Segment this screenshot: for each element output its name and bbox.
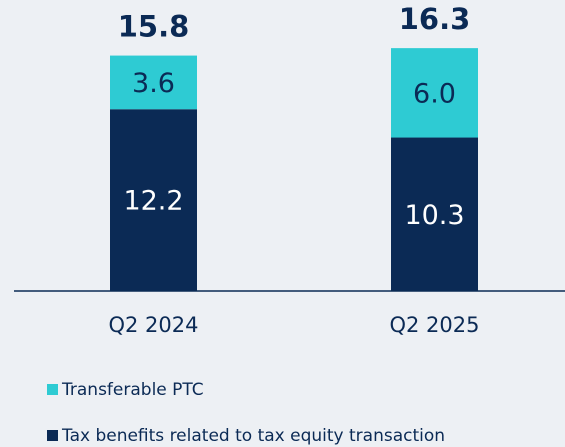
total-label: 15.8 (118, 10, 190, 44)
legend-label: Transferable PTC (61, 380, 204, 400)
x-tick-label: Q2 2025 (389, 313, 479, 337)
value-label: 3.6 (132, 68, 175, 99)
value-label: 10.3 (404, 200, 464, 231)
x-tick-label: Q2 2024 (108, 313, 198, 337)
value-label: 12.2 (123, 186, 183, 217)
legend-swatch (47, 384, 58, 395)
bar-segment (110, 109, 197, 291)
legend-label: Tax benefits related to tax equity trans… (61, 426, 445, 446)
value-label: 6.0 (413, 78, 456, 109)
bar-segment (391, 137, 478, 291)
legend-swatch (47, 430, 58, 441)
bar-segment (391, 48, 478, 138)
total-label: 16.3 (399, 2, 471, 36)
bar-segment (110, 55, 197, 110)
